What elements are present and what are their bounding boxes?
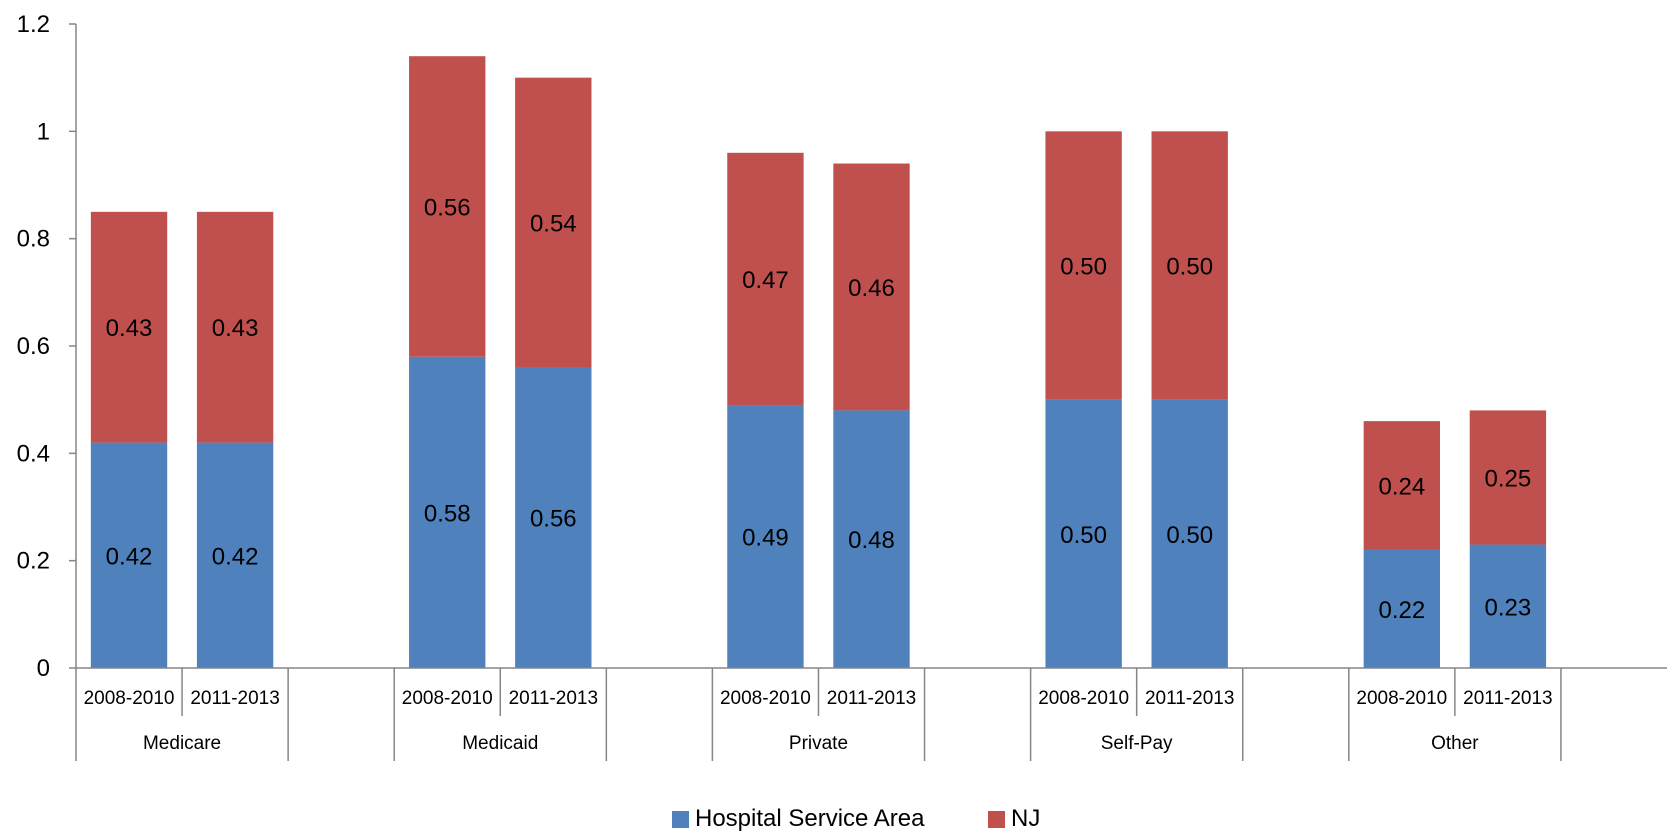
legend-label-nj: NJ — [1011, 805, 1040, 831]
bar-segment-hospital-service-area — [196, 442, 274, 668]
period-label: 2011-2013 — [190, 688, 279, 709]
data-label: 0.56 — [530, 506, 577, 533]
data-label: 0.42 — [212, 543, 259, 570]
group-label: Medicare — [143, 733, 221, 754]
data-label: 0.43 — [106, 315, 153, 342]
legend-label-hospital-service-area: Hospital Service Area — [695, 805, 925, 831]
legend-swatch-hospital-service-area — [672, 811, 689, 828]
y-tick-label: 1.2 — [17, 11, 50, 38]
data-label: 0.23 — [1485, 594, 1532, 621]
data-label: 0.56 — [424, 194, 471, 221]
y-tick-label: 0 — [37, 655, 50, 682]
group-label: Private — [789, 733, 848, 754]
period-label: 2008-2010 — [84, 688, 175, 709]
bar-segment-nj — [1363, 421, 1441, 550]
data-label: 0.25 — [1485, 465, 1532, 492]
bar-segment-nj — [727, 152, 804, 406]
y-axis: 0 0.2 0.4 0.6 0.8 1 1.2 — [17, 11, 77, 682]
x-axis: 2008-2010 2011-2013 Medicare 2008-2010 2011-… — [75, 667, 1667, 761]
bar-segment-hospital-service-area — [409, 356, 486, 668]
data-label: 0.47 — [742, 267, 789, 294]
data-label: 0.42 — [106, 543, 153, 570]
y-tick-label: 0.6 — [17, 333, 50, 360]
legend-swatch-nj — [988, 811, 1005, 828]
data-label: 0.49 — [742, 525, 789, 552]
bar-segment-hospital-service-area — [833, 410, 910, 668]
period-label: 2008-2010 — [720, 688, 811, 709]
bar-segment-hospital-service-area — [1363, 549, 1441, 668]
data-label: 0.50 — [1060, 522, 1107, 549]
data-labels: 0.42 0.43 0.42 0.43 0.58 0.56 0.56 0.54 0.49 0.47… — [106, 194, 1532, 624]
group-label: Medicaid — [462, 733, 538, 754]
data-label: 0.50 — [1166, 254, 1213, 281]
bar-segment-hospital-service-area — [1045, 399, 1122, 668]
bar-segment-nj — [1469, 410, 1547, 545]
y-tick-label: 0.2 — [17, 548, 50, 575]
group-label: Other — [1431, 733, 1479, 754]
bar-segment-nj — [196, 211, 274, 443]
group-label: Self-Pay — [1101, 733, 1173, 754]
bar-segment-hospital-service-area — [515, 367, 592, 668]
period-label: 2008-2010 — [1356, 688, 1447, 709]
y-tick-label: 1 — [37, 118, 50, 145]
y-tick-label: 0.4 — [17, 440, 50, 467]
y-tick-label: 0.8 — [17, 226, 50, 253]
bar-segment-nj — [409, 56, 486, 357]
period-label: 2008-2010 — [1038, 688, 1129, 709]
data-label: 0.50 — [1166, 522, 1213, 549]
bar-segment-hospital-service-area — [727, 405, 804, 668]
period-label: 2011-2013 — [827, 688, 916, 709]
data-label: 0.22 — [1378, 597, 1425, 624]
bar-segment-nj — [90, 211, 168, 443]
data-label: 0.58 — [424, 500, 471, 527]
bar-segment-nj — [1045, 131, 1122, 400]
legend: Hospital Service Area NJ — [672, 805, 1040, 831]
bar-segment-hospital-service-area — [1151, 399, 1228, 668]
period-label: 2011-2013 — [1463, 688, 1552, 709]
bar-segment-nj — [833, 163, 910, 411]
data-label: 0.24 — [1378, 474, 1425, 501]
period-label: 2011-2013 — [1145, 688, 1234, 709]
data-label: 0.43 — [212, 315, 259, 342]
data-label: 0.54 — [530, 211, 577, 238]
data-label: 0.46 — [848, 275, 895, 302]
bar-segment-hospital-service-area — [90, 442, 168, 668]
period-label: 2008-2010 — [402, 688, 493, 709]
bar-segment-nj — [1151, 131, 1228, 400]
data-label: 0.50 — [1060, 254, 1107, 281]
period-label: 2011-2013 — [509, 688, 598, 709]
bar-segment-hospital-service-area — [1469, 544, 1547, 668]
bar-segment-nj — [515, 77, 592, 368]
data-label: 0.48 — [848, 527, 895, 554]
bars — [90, 56, 1547, 668]
